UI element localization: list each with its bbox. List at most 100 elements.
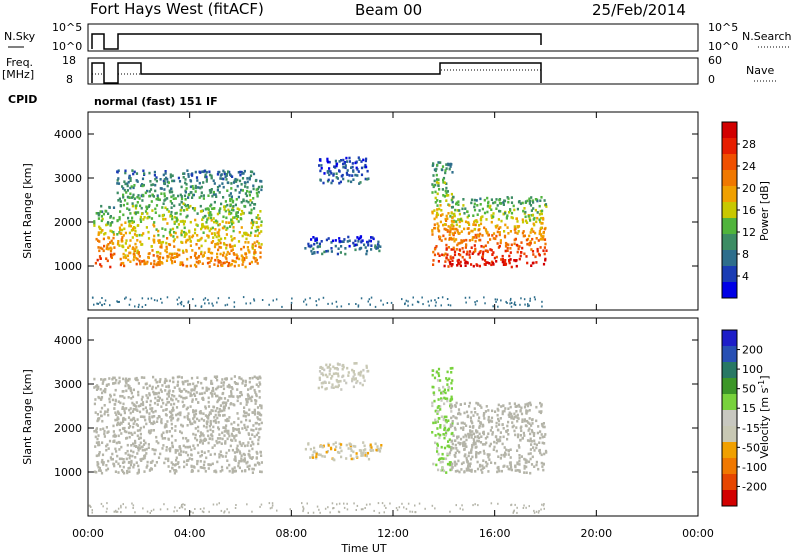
- echo-cell: [246, 465, 249, 468]
- echo-cell: [234, 203, 237, 207]
- echo-cell: [465, 435, 468, 438]
- echo-cell: [246, 233, 249, 237]
- x-axis-title: Time UT: [340, 542, 386, 554]
- echo-cell: [138, 255, 141, 258]
- echo-cell: [125, 239, 128, 242]
- echo-cell: [441, 253, 444, 257]
- echo-cell: [220, 202, 223, 206]
- echo-cell: [456, 230, 460, 234]
- echo-cell: [206, 234, 209, 237]
- echo-cell: [442, 385, 445, 389]
- echo-cell: [234, 459, 237, 462]
- echo-cell: [144, 304, 147, 306]
- echo-cell: [148, 429, 151, 433]
- echo-cell: [189, 394, 192, 398]
- echo-cell: [147, 443, 150, 446]
- echo-cell: [528, 417, 531, 420]
- echo-cell: [482, 414, 485, 417]
- echo-cell: [248, 251, 251, 254]
- echo-cell: [224, 200, 227, 203]
- echo-cell: [443, 436, 446, 440]
- echo-cell: [226, 417, 229, 421]
- echo-cell: [334, 239, 337, 242]
- echo-cell: [355, 455, 358, 458]
- echo-cell: [475, 199, 478, 202]
- echo-cell: [196, 212, 199, 215]
- echo-cell: [128, 244, 131, 248]
- echo-cell: [432, 174, 435, 177]
- echo-cell: [257, 214, 260, 217]
- echo-cell: [97, 239, 100, 242]
- echo-cell: [455, 447, 458, 450]
- echo-cell: [484, 249, 487, 252]
- echo-cell: [191, 174, 194, 177]
- echo-cell: [221, 177, 224, 180]
- echo-cell: [538, 441, 541, 444]
- echo-cell: [449, 215, 452, 218]
- echo-cell: [543, 246, 546, 249]
- echo-cell: [187, 301, 189, 304]
- echo-cell: [491, 433, 494, 436]
- echo-cell: [207, 441, 210, 445]
- echo-cell: [491, 431, 494, 434]
- echo-cell: [102, 427, 105, 431]
- echo-cell: [489, 248, 492, 251]
- echo-cell: [499, 417, 502, 420]
- echo-cell: [454, 439, 457, 442]
- echo-cell: [214, 193, 217, 196]
- echo-cell: [526, 402, 529, 406]
- echo-cell: [508, 259, 511, 262]
- echo-cell: [131, 454, 134, 458]
- echo-cell: [463, 258, 466, 262]
- echo-cell: [105, 257, 108, 260]
- echo-cell: [163, 503, 165, 506]
- echo-cell: [99, 388, 102, 391]
- echo-cell: [156, 299, 158, 302]
- echo-cell: [251, 243, 254, 246]
- echo-cell: [103, 232, 106, 236]
- echo-cell: [121, 461, 125, 464]
- echo-cell: [337, 384, 340, 387]
- colorbar-segment: [722, 378, 737, 395]
- echo-cell: [213, 452, 216, 456]
- echo-cell: [535, 405, 538, 409]
- echo-cell: [476, 413, 479, 416]
- echo-cell: [179, 413, 182, 417]
- echo-cell: [516, 511, 518, 514]
- echo-cell: [209, 421, 212, 424]
- echo-cell: [146, 189, 149, 193]
- echo-cell: [152, 238, 155, 242]
- echo-cell: [222, 254, 225, 257]
- echo-cell: [329, 170, 332, 173]
- echo-cell: [134, 211, 137, 214]
- echo-cell: [214, 413, 217, 417]
- echo-cell: [245, 237, 248, 241]
- echo-cell: [229, 199, 232, 203]
- echo-cell: [258, 411, 261, 415]
- echo-cell: [341, 367, 344, 371]
- echo-cell: [525, 471, 528, 474]
- echo-cell: [444, 228, 448, 231]
- echo-cell: [437, 297, 440, 299]
- echo-cell: [245, 461, 248, 465]
- echo-cell: [344, 252, 347, 256]
- echo-cell: [337, 374, 340, 378]
- echo-cell: [222, 177, 225, 181]
- echo-cell: [201, 386, 204, 390]
- echo-cell: [434, 434, 437, 437]
- echo-cell: [450, 468, 453, 471]
- echo-cell: [360, 173, 364, 177]
- echo-cell: [116, 182, 119, 185]
- echo-cell: [134, 248, 137, 251]
- echo-cell: [507, 407, 510, 410]
- echo-cell: [436, 420, 439, 423]
- echo-cell: [361, 383, 364, 387]
- echo-cell: [462, 240, 465, 243]
- echo-cell: [326, 375, 329, 379]
- echo-cell: [483, 262, 486, 266]
- freq-label-2: [MHz]: [2, 68, 34, 81]
- echo-cell: [201, 432, 204, 435]
- echo-cell: [164, 228, 167, 231]
- echo-cell: [220, 381, 223, 384]
- echo-cell: [137, 252, 140, 256]
